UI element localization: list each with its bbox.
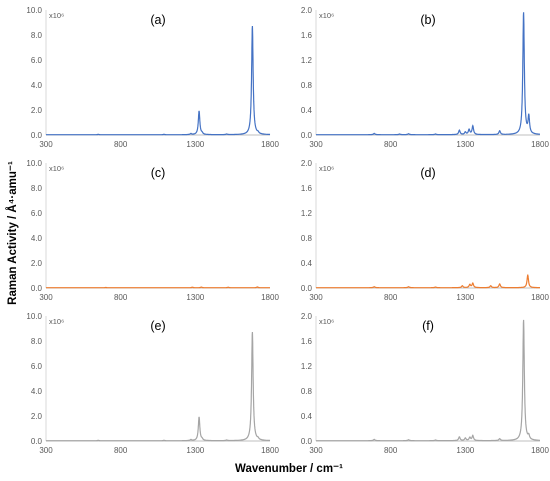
y-tick-label: 2.0 bbox=[301, 6, 313, 15]
y-tick-label: 1.6 bbox=[301, 31, 313, 40]
panel-label: (a) bbox=[150, 13, 165, 27]
y-tick-label: 0.0 bbox=[301, 131, 313, 140]
x-tick-label: 1800 bbox=[531, 293, 549, 302]
y-tick-label: 0.0 bbox=[301, 284, 313, 293]
x-tick-label: 300 bbox=[39, 293, 53, 302]
spectrum-line bbox=[46, 286, 270, 289]
scale-multiplier-label: x10⁶ bbox=[319, 11, 334, 20]
chart-panel-e: 0.0 2.0 4.0 6.0 8.0 10.0 300 800 1300 1800 x10⁶ (e) bbox=[26, 312, 279, 455]
x-tick-label: 1300 bbox=[456, 140, 474, 149]
y-tick-label: 10.0 bbox=[26, 312, 42, 321]
x-tick-label: 800 bbox=[114, 293, 128, 302]
x-tick-label: 1300 bbox=[186, 140, 204, 149]
y-tick-label: 6.0 bbox=[31, 209, 43, 218]
y-tick-label: 1.2 bbox=[301, 362, 313, 371]
x-tick-label: 1800 bbox=[261, 293, 279, 302]
x-tick-label: 800 bbox=[114, 140, 128, 149]
x-tick-label: 800 bbox=[384, 293, 398, 302]
x-tick-label: 1300 bbox=[186, 293, 204, 302]
spectrum-line bbox=[316, 319, 540, 442]
chart-panel-a: 0.0 2.0 4.0 6.0 8.0 10.0 300 800 1300 1800 x10⁶ (a) bbox=[26, 6, 279, 149]
spectrum-line bbox=[46, 331, 271, 442]
y-tick-label: 0.8 bbox=[301, 81, 313, 90]
y-tick-label: 4.0 bbox=[31, 387, 43, 396]
y-tick-label: 2.0 bbox=[31, 259, 43, 268]
panel-label: (f) bbox=[422, 319, 434, 333]
scale-multiplier-label: x10⁶ bbox=[319, 317, 334, 326]
x-tick-label: 1800 bbox=[531, 446, 549, 455]
y-tick-label: 1.2 bbox=[301, 209, 313, 218]
y-tick-label: 1.6 bbox=[301, 184, 313, 193]
spectrum-line bbox=[316, 12, 540, 136]
y-tick-label: 2.0 bbox=[31, 412, 43, 421]
y-tick-label: 10.0 bbox=[26, 159, 42, 168]
scale-multiplier-label: x10⁶ bbox=[319, 164, 334, 173]
x-tick-label: 1300 bbox=[456, 446, 474, 455]
y-tick-label: 2.0 bbox=[301, 159, 313, 168]
y-tick-label: 2.0 bbox=[31, 106, 43, 115]
y-tick-label: 2.0 bbox=[301, 312, 313, 321]
y-tick-label: 10.0 bbox=[26, 6, 42, 15]
y-tick-label: 8.0 bbox=[31, 337, 43, 346]
chart-panel-f: 0.0 0.4 0.8 1.2 1.6 2.0 300 800 1300 1800 x10⁶ (f) bbox=[301, 312, 550, 455]
x-tick-label: 300 bbox=[309, 293, 323, 302]
panel-label: (e) bbox=[150, 319, 165, 333]
scale-multiplier-label: x10⁶ bbox=[49, 164, 64, 173]
x-tick-label: 300 bbox=[309, 140, 323, 149]
x-tick-label: 300 bbox=[39, 140, 53, 149]
y-tick-label: 6.0 bbox=[31, 362, 43, 371]
panel-label: (c) bbox=[151, 166, 166, 180]
y-tick-label: 0.8 bbox=[301, 387, 313, 396]
y-tick-label: 0.4 bbox=[301, 412, 313, 421]
x-tick-label: 800 bbox=[384, 140, 398, 149]
y-tick-label: 0.4 bbox=[301, 259, 313, 268]
chart-panel-b: 0.0 0.4 0.8 1.2 1.6 2.0 300 800 1300 1800 x10⁶ (b) bbox=[301, 6, 550, 149]
panel-label: (b) bbox=[420, 13, 435, 27]
x-tick-label: 300 bbox=[309, 446, 323, 455]
x-tick-label: 1800 bbox=[261, 446, 279, 455]
scale-multiplier-label: x10⁶ bbox=[49, 317, 64, 326]
x-axis-label: Wavenumber / cm⁻¹ bbox=[235, 463, 343, 475]
x-tick-label: 800 bbox=[114, 446, 128, 455]
y-tick-label: 8.0 bbox=[31, 184, 43, 193]
y-tick-label: 0.0 bbox=[301, 437, 313, 446]
y-tick-label: 6.0 bbox=[31, 56, 43, 65]
y-tick-label: 0.8 bbox=[301, 234, 313, 243]
y-tick-label: 0.0 bbox=[31, 131, 43, 140]
scale-multiplier-label: x10⁶ bbox=[49, 11, 64, 20]
y-tick-label: 1.6 bbox=[301, 337, 313, 346]
x-tick-label: 300 bbox=[39, 446, 53, 455]
chart-panels: 0.0 2.0 4.0 6.0 8.0 10.0 300 800 1300 1800 x10⁶ (a)… bbox=[26, 6, 549, 455]
y-tick-label: 4.0 bbox=[31, 234, 43, 243]
chart-panel-d: 0.0 0.4 0.8 1.2 1.6 2.0 300 800 1300 1800 x10⁶ (d) bbox=[301, 159, 550, 302]
y-tick-label: 0.0 bbox=[31, 437, 43, 446]
y-tick-label: 8.0 bbox=[31, 31, 43, 40]
spectrum-line bbox=[316, 273, 540, 289]
x-tick-label: 1800 bbox=[261, 140, 279, 149]
chart-panel-c: 0.0 2.0 4.0 6.0 8.0 10.0 300 800 1300 1800 x10⁶ (c) bbox=[26, 159, 279, 302]
x-tick-label: 800 bbox=[384, 446, 398, 455]
y-tick-label: 0.4 bbox=[301, 106, 313, 115]
y-tick-label: 1.2 bbox=[301, 56, 313, 65]
spectrum-line bbox=[46, 25, 271, 136]
x-tick-label: 1800 bbox=[531, 140, 549, 149]
panel-label: (d) bbox=[420, 166, 435, 180]
y-axis-label: Raman Activity / Å⁴·amu⁻¹ bbox=[6, 161, 19, 305]
x-tick-label: 1300 bbox=[186, 446, 204, 455]
x-tick-label: 1300 bbox=[456, 293, 474, 302]
y-tick-label: 0.0 bbox=[31, 284, 43, 293]
y-tick-label: 4.0 bbox=[31, 81, 43, 90]
